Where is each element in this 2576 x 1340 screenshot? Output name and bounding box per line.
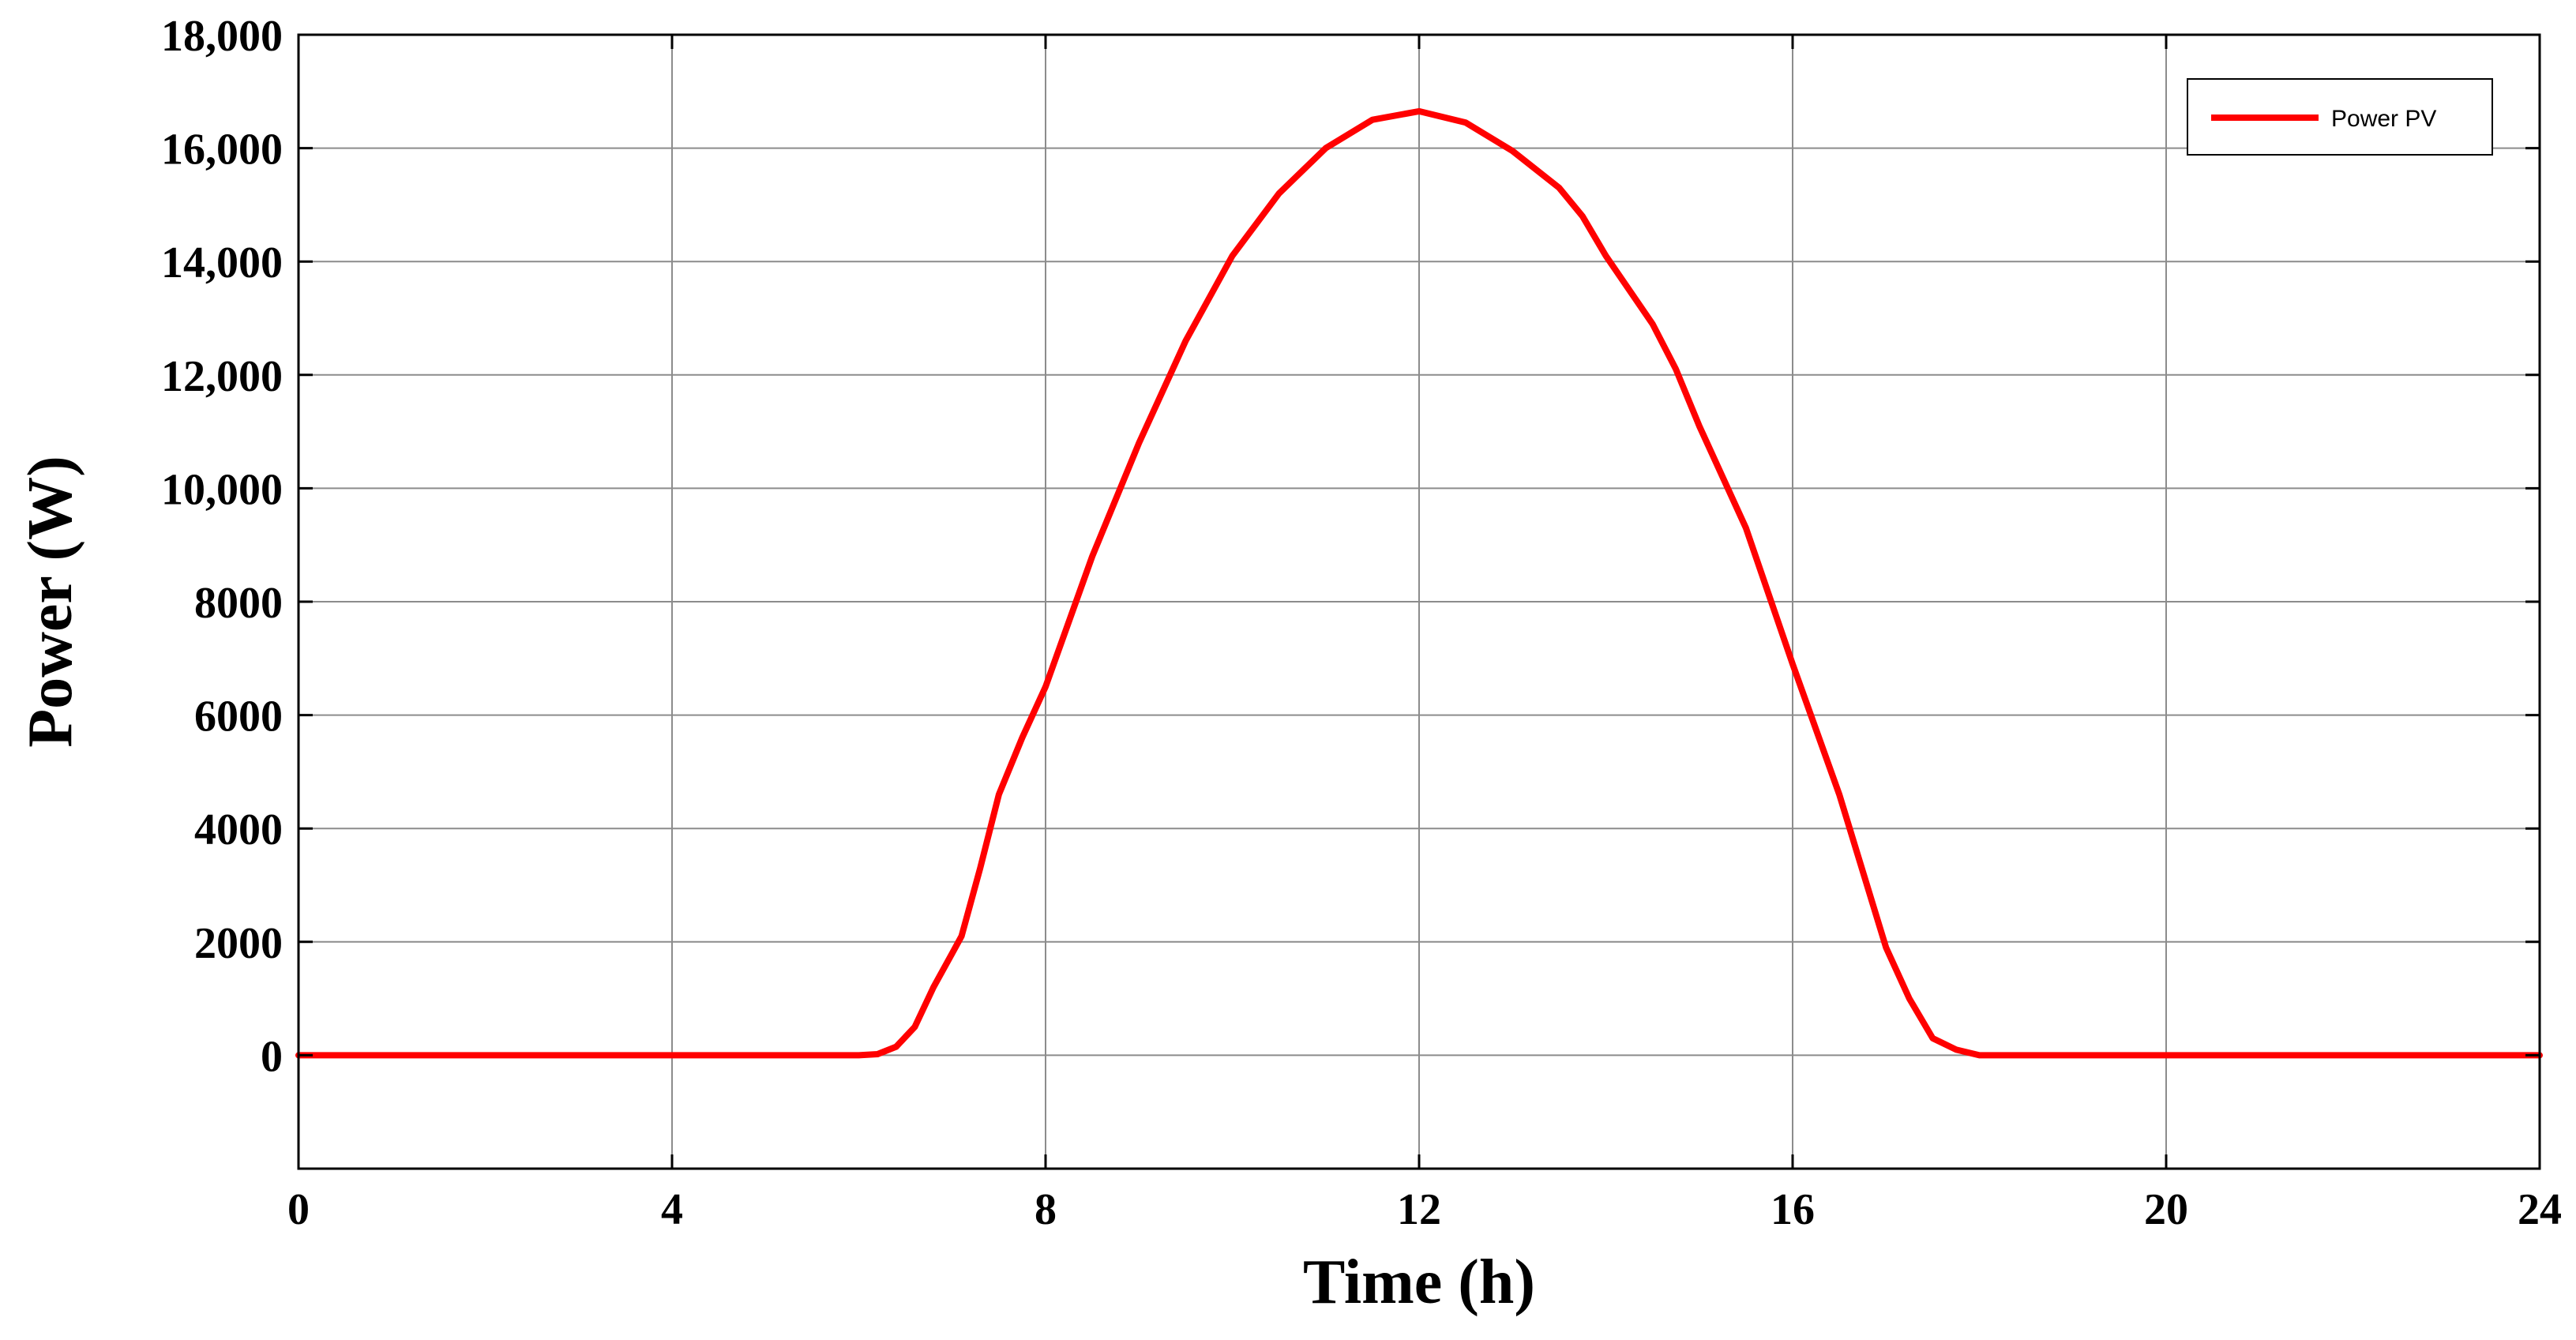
x-tick-label: 16 — [1771, 1185, 1815, 1234]
y-tick-label: 0 — [261, 1032, 283, 1081]
legend-label: Power PV — [2331, 106, 2436, 132]
y-tick-label: 10,000 — [161, 465, 283, 514]
y-tick-label: 6000 — [194, 693, 283, 741]
y-tick-label: 14,000 — [161, 238, 283, 287]
y-tick-label: 2000 — [194, 919, 283, 968]
y-axis-title: Power (W) — [16, 456, 85, 748]
x-tick-label: 12 — [1397, 1185, 1441, 1234]
x-tick-label: 8 — [1035, 1185, 1057, 1234]
y-tick-label: 8000 — [194, 579, 283, 628]
x-tick-label: 20 — [2144, 1185, 2188, 1234]
y-tick-label: 16,000 — [161, 126, 283, 175]
tick-marks — [297, 33, 2541, 1169]
y-tick-label: 4000 — [194, 805, 283, 854]
y-tick-labels: 0 2000 4000 6000 8000 10,000 12,000 14,000 16,00… — [161, 12, 283, 1081]
series-line-power-pv — [295, 107, 2543, 1059]
x-tick-label: 24 — [2518, 1185, 2562, 1234]
x-tick-label: 0 — [287, 1185, 310, 1234]
y-tick-label: 18,000 — [161, 12, 283, 61]
series-layer — [295, 107, 2543, 1059]
y-tick-label: 12,000 — [161, 352, 283, 401]
x-tick-labels: 0 4 8 12 16 20 24 — [287, 1185, 2562, 1234]
legend: Power PV — [2187, 78, 2493, 156]
x-axis-title: Time (h) — [1303, 1248, 1535, 1317]
x-tick-label: 4 — [661, 1185, 683, 1234]
